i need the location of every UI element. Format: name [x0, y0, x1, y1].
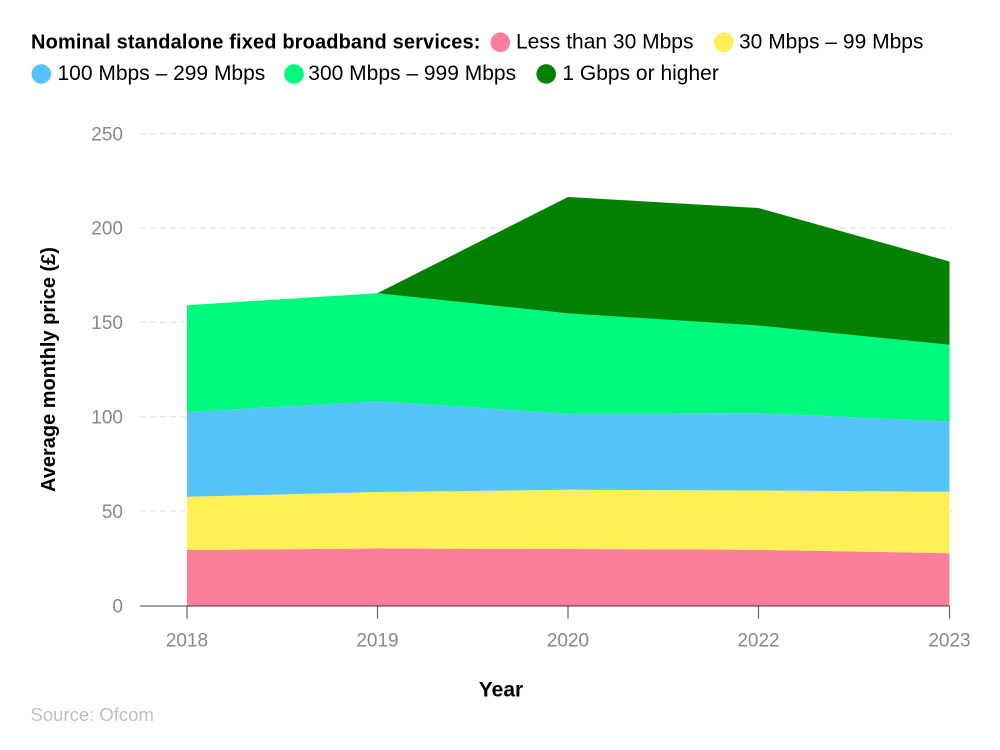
svg-text:2020: 2020 — [547, 630, 589, 651]
svg-text:1 Gbps or higher: 1 Gbps or higher — [562, 62, 718, 85]
svg-text:50: 50 — [102, 502, 123, 523]
svg-text:150: 150 — [91, 313, 123, 334]
svg-text:0: 0 — [112, 597, 123, 618]
svg-text:Year: Year — [479, 678, 523, 701]
svg-text:250: 250 — [91, 124, 123, 145]
svg-text:Nominal standalone fixed broad: Nominal standalone fixed broadband servi… — [31, 31, 481, 53]
svg-text:100: 100 — [91, 407, 123, 428]
svg-text:300 Mbps – 999 Mbps: 300 Mbps – 999 Mbps — [308, 62, 516, 85]
svg-text:Average monthly price (£): Average monthly price (£) — [38, 247, 60, 492]
svg-text:Less than 30 Mbps: Less than 30 Mbps — [516, 30, 693, 53]
svg-text:30 Mbps – 99 Mbps: 30 Mbps – 99 Mbps — [739, 30, 923, 53]
svg-text:2023: 2023 — [928, 630, 970, 651]
svg-text:2018: 2018 — [166, 630, 208, 651]
svg-text:100 Mbps – 299 Mbps: 100 Mbps – 299 Mbps — [58, 62, 266, 85]
svg-text:2019: 2019 — [356, 630, 398, 651]
svg-text:2022: 2022 — [737, 630, 779, 651]
svg-text:200: 200 — [91, 219, 123, 240]
svg-text:Source: Ofcom: Source: Ofcom — [31, 704, 154, 725]
